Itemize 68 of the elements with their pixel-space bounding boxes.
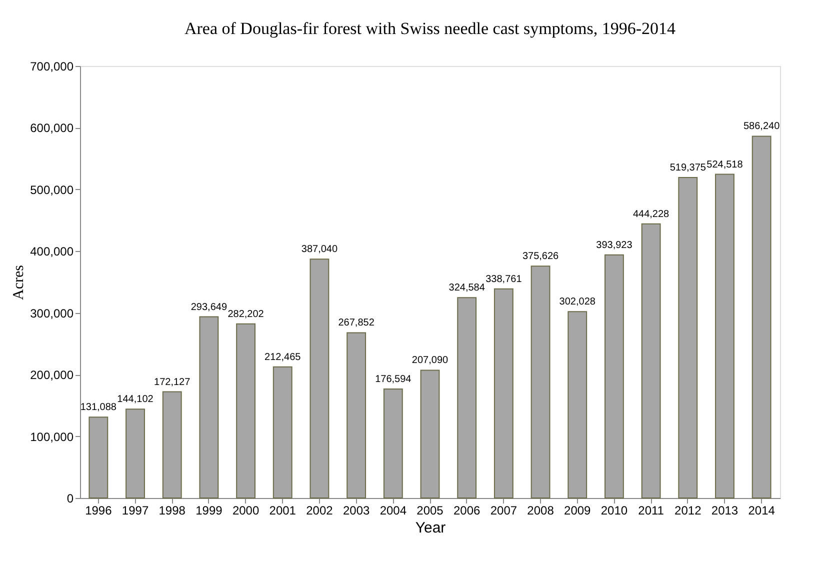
x-tick-label: 2013: [711, 504, 738, 518]
y-tick-label: 700,000: [30, 60, 74, 74]
bar: [420, 370, 440, 498]
bar: [457, 297, 477, 498]
bar: [678, 176, 698, 498]
data-label: 282,202: [228, 308, 264, 320]
data-label: 212,465: [264, 352, 302, 363]
bar: [88, 416, 108, 498]
x-tick-label: 2010: [600, 504, 628, 518]
bar: [494, 288, 514, 498]
x-tick-label: 1996: [85, 504, 112, 518]
y-tick-label: 100,000: [30, 430, 74, 444]
data-label: 393,923: [596, 240, 633, 251]
bar: [236, 323, 256, 498]
x-tick-label: 1999: [196, 504, 223, 518]
x-tick-label: 2007: [490, 504, 518, 518]
y-tick-label: 500,000: [30, 182, 74, 197]
data-label: 172,127: [154, 376, 191, 388]
x-tick-label: 2003: [342, 504, 370, 518]
bar: [162, 391, 182, 498]
data-label: 131,088: [80, 402, 117, 414]
x-tick-label: 2012: [674, 504, 702, 518]
y-tick-label: 300,000: [30, 306, 74, 320]
bar: [752, 136, 772, 498]
data-label: 302,028: [559, 296, 596, 308]
chart-title: Area of Douglas-fir forest with Swiss needle cast symptoms, 1996-2014: [184, 19, 676, 38]
bar: [715, 174, 734, 498]
bar: [272, 366, 292, 498]
bar: [568, 311, 588, 498]
y-axis-title: Acres: [11, 264, 28, 300]
data-label: 324,584: [448, 282, 486, 294]
data-label: 293,649: [190, 302, 228, 313]
data-label: 519,375: [670, 162, 706, 174]
y-tick-label: 0: [66, 492, 74, 506]
bar: [530, 266, 550, 498]
bar: [641, 223, 661, 498]
data-label: 375,626: [522, 251, 560, 262]
y-tick-label: 200,000: [30, 368, 74, 382]
x-tick-label: 1997: [122, 504, 149, 518]
data-label: 144,102: [117, 394, 154, 406]
bar: [126, 408, 145, 498]
bar: [604, 254, 624, 498]
bar: [199, 316, 219, 498]
data-label: 267,852: [338, 318, 375, 329]
x-tick-label: 2005: [416, 504, 444, 518]
x-tick-label: 2002: [306, 504, 334, 518]
x-tick-label: 2004: [380, 504, 407, 518]
data-label: 207,090: [412, 355, 449, 366]
x-tick-label: 2009: [564, 504, 592, 518]
y-tick-label: 600,000: [30, 121, 74, 136]
data-label: 524,518: [706, 159, 744, 170]
bar: [346, 332, 366, 498]
x-tick-label: 1998: [158, 504, 186, 518]
x-tick-label: 2014: [748, 504, 776, 518]
data-label: 444,228: [632, 208, 670, 220]
data-label: 586,240: [744, 121, 780, 132]
y-tick-label: 400,000: [30, 244, 74, 259]
x-tick-label: 2000: [232, 504, 260, 518]
x-tick-label: 2011: [638, 504, 664, 518]
data-label: 387,040: [301, 244, 338, 256]
bar: [383, 388, 403, 498]
x-axis-title: Year: [415, 520, 446, 536]
x-tick-label: 2001: [269, 504, 296, 518]
data-label: 176,594: [375, 374, 412, 386]
bar: [310, 258, 330, 498]
x-tick-label: 2008: [527, 504, 554, 518]
x-tick-label: 2006: [453, 504, 481, 518]
data-label: 338,761: [486, 274, 522, 285]
